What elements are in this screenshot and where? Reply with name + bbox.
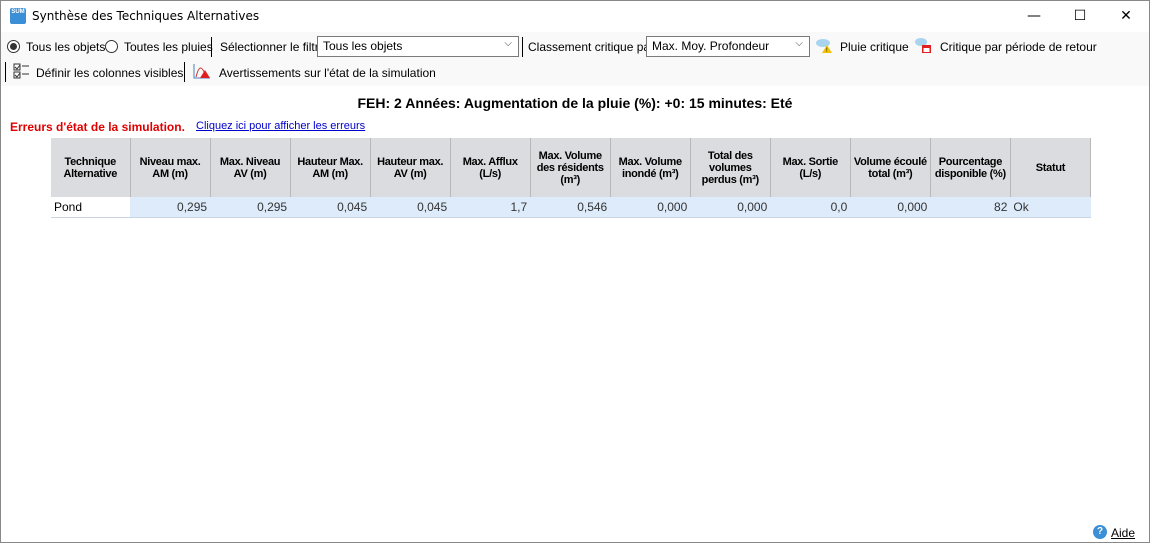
table-cell[interactable]: 82 (930, 197, 1011, 218)
toolbar: Tous les objets Toutes les pluies Sélect… (1, 32, 1149, 86)
define-columns-button[interactable]: Définir les colonnes visibles (36, 66, 184, 80)
table-cell[interactable]: 0,0 (770, 197, 851, 218)
table-cell[interactable]: 0,045 (370, 197, 451, 218)
column-header[interactable]: Max. Niveau AV (m) (210, 138, 291, 197)
table-cell[interactable]: 0,000 (610, 197, 691, 218)
critical-select[interactable]: Max. Moy. Profondeur ⌵ (646, 36, 810, 57)
critical-label: Classement critique par: (528, 40, 658, 54)
radio-all-objects-label[interactable]: Tous les objets (26, 40, 106, 54)
show-errors-link[interactable]: Cliquez ici pour afficher les erreurs (196, 120, 366, 132)
separator (184, 62, 185, 82)
chevron-down-icon: ⌵ (504, 38, 512, 49)
table-cell[interactable]: 0,546 (530, 197, 611, 218)
simulation-warning-icon[interactable] (193, 63, 211, 79)
table-cell[interactable]: 0,045 (290, 197, 371, 218)
help-icon[interactable]: ? (1093, 525, 1107, 539)
column-header[interactable]: Hauteur Max. AM (m) (290, 138, 371, 197)
radio-all-objects[interactable] (7, 40, 20, 53)
table-row[interactable]: Pond 0,295 0,295 0,045 0,045 1,7 0,546 0,000 0,0… (51, 197, 1091, 218)
filter-value: Tous les objets (323, 39, 403, 53)
table-cell[interactable]: 0,295 (130, 197, 211, 218)
column-header[interactable]: Hauteur max. AV (m) (370, 138, 451, 197)
column-header[interactable]: Max. Afflux (L/s) (450, 138, 531, 197)
checklist-icon[interactable] (13, 63, 31, 79)
help-button[interactable]: Aide (1111, 526, 1136, 540)
warnings-button[interactable]: Avertissements sur l'état de la simulati… (219, 66, 436, 80)
table-cell[interactable]: Pond (51, 197, 131, 218)
table-cell[interactable]: 0,000 (850, 197, 931, 218)
separator (5, 62, 6, 82)
separator (211, 37, 212, 57)
minimize-button[interactable]: — (1027, 8, 1041, 24)
errors-label: Erreurs d'état de la simulation. (10, 120, 185, 134)
critical-return-button[interactable]: Critique par période de retour (940, 40, 1097, 54)
cloud-warning-icon[interactable]: ! (815, 37, 833, 53)
maximize-button[interactable]: ☐ (1073, 8, 1087, 24)
column-header[interactable]: Max. Volume des résidents (m³) (530, 138, 611, 197)
column-header[interactable]: Max. Sortie (L/s) (770, 138, 851, 197)
column-header[interactable]: Statut (1010, 138, 1092, 197)
radio-all-rains-label[interactable]: Toutes les pluies (124, 40, 213, 54)
svg-text:!: ! (826, 48, 828, 53)
critical-value: Max. Moy. Profondeur (652, 39, 770, 53)
table-cell[interactable]: 0,295 (210, 197, 291, 218)
radio-all-rains[interactable] (105, 40, 118, 53)
close-button[interactable]: ✕ (1120, 8, 1132, 24)
simulation-heading: FEH: 2 Années: Augmentation de la pluie … (357, 95, 793, 111)
critical-rain-button[interactable]: Pluie critique (840, 40, 909, 54)
table-cell[interactable]: Ok (1010, 197, 1091, 218)
results-table: Technique Alternative Niveau max. AM (m) M… (51, 138, 1092, 218)
column-header[interactable]: Total des volumes perdus (m³) (690, 138, 771, 197)
column-header[interactable]: Technique Alternative (51, 138, 131, 197)
window-title: Synthèse des Techniques Alternatives (32, 9, 260, 23)
table-cell[interactable]: 1,7 (450, 197, 531, 218)
chevron-down-icon: ⌵ (795, 38, 803, 49)
column-header[interactable]: Max. Volume inondé (m³) (610, 138, 691, 197)
filter-select[interactable]: Tous les objets ⌵ (317, 36, 519, 57)
column-header[interactable]: Pourcentage disponible (%) (930, 138, 1011, 197)
cloud-calendar-icon[interactable] (914, 37, 932, 53)
app-icon: SUM (10, 8, 26, 24)
filter-label: Sélectionner le filtre (220, 40, 326, 54)
separator (522, 37, 523, 57)
title-bar: SUM Synthèse des Techniques Alternatives… (1, 1, 1149, 32)
column-header[interactable]: Niveau max. AM (m) (130, 138, 211, 197)
column-header[interactable]: Volume écoulé total (m³) (850, 138, 931, 197)
table-cell[interactable]: 0,000 (690, 197, 771, 218)
